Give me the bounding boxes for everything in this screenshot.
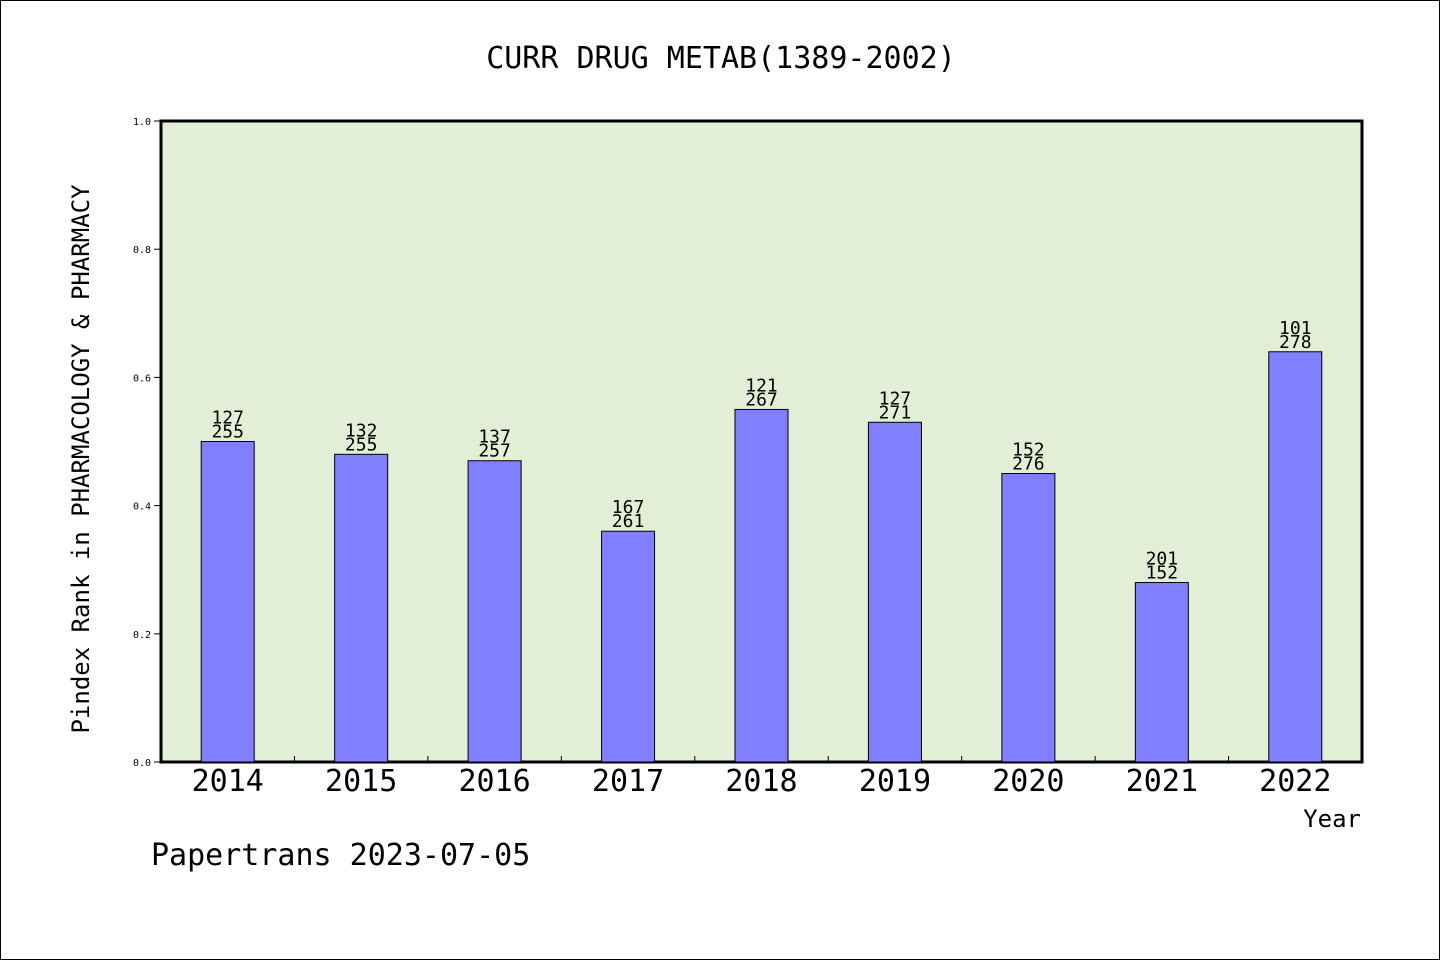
bar-2014 [200, 441, 255, 763]
bar-label-top: 152 [1012, 440, 1045, 461]
x-tick-label: 2022 [1259, 764, 1331, 799]
footer-note: Papertrans 2023-07-05 [151, 838, 530, 873]
bar-2015 [334, 453, 389, 763]
x-tick-label: 2018 [725, 764, 797, 799]
x-axis-ticks: 2014 2015 2016 2017 2018 2019 2020 2021 2022 [192, 756, 1331, 799]
x-tick-label: 2017 [592, 764, 664, 799]
bar-label-top: 137 [478, 427, 511, 448]
chart-title: CURR DRUG METAB(1389-2002) [486, 41, 956, 76]
x-tick-label: 2015 [325, 764, 397, 799]
bar-label-top: 101 [1279, 318, 1312, 339]
bar-label-top: 201 [1146, 549, 1179, 570]
bar-2016 [467, 460, 522, 763]
y-axis-ticks: 0.0 0.2 0.4 0.6 0.8 1.0 [133, 117, 161, 769]
bar-label-top: 132 [345, 420, 378, 441]
x-tick-label: 2019 [859, 764, 931, 799]
bar-label-bottom: 267 [745, 389, 778, 410]
x-tick-label: 2014 [192, 764, 264, 799]
bar-label-bottom: 255 [211, 422, 244, 443]
y-tick-label: 0.6 [133, 373, 151, 384]
y-tick-label: 1.0 [133, 117, 151, 128]
bar-2020 [1001, 473, 1056, 763]
bar-label-top: 167 [612, 497, 645, 518]
bar-2018 [734, 408, 789, 763]
x-axis-label: Year [1303, 805, 1361, 833]
bar-label-bottom: 276 [1012, 454, 1045, 475]
bar-2017 [601, 530, 656, 763]
x-tick-label: 2021 [1126, 764, 1198, 799]
bar-2021 [1134, 582, 1189, 763]
y-tick-label: 0.0 [133, 758, 151, 769]
bar-label-bottom: 261 [612, 511, 645, 532]
x-tick-label: 2020 [992, 764, 1064, 799]
bar-label-bottom: 271 [879, 402, 912, 423]
bar-label-top: 121 [745, 375, 778, 396]
bar-label-bottom: 278 [1279, 332, 1312, 353]
bar-label-bottom: 152 [1146, 563, 1179, 584]
y-tick-label: 0.4 [133, 502, 151, 513]
bar-2022 [1268, 351, 1323, 763]
bar-label-bottom: 255 [345, 434, 378, 455]
x-tick-label: 2016 [458, 764, 530, 799]
y-tick-label: 0.8 [133, 245, 151, 256]
y-tick-label: 0.2 [133, 630, 151, 641]
bar-2019 [867, 421, 922, 763]
bar-label-top: 127 [211, 408, 244, 429]
bar-label-top: 127 [879, 388, 912, 409]
bar-label-bottom: 257 [478, 441, 511, 462]
y-axis-label: Pindex Rank in PHARMACOLOGY & PHARMACY [67, 184, 95, 734]
